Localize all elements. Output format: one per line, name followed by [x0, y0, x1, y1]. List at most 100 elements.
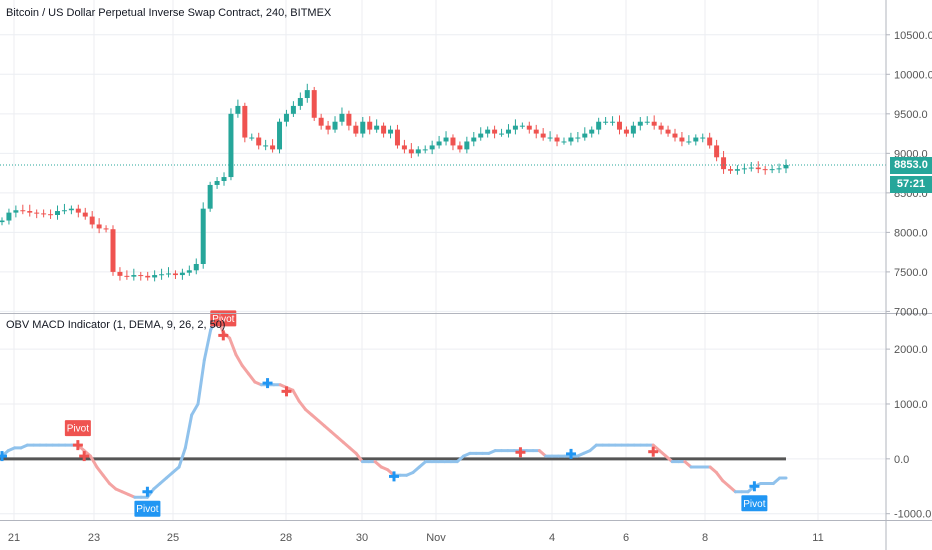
candle-body[interactable]: [422, 149, 428, 151]
indicator-pane[interactable]: Pivot Pivot Pivot Pivot: [0, 310, 788, 517]
candle-body[interactable]: [179, 272, 185, 276]
candle-body[interactable]: [644, 121, 650, 123]
candle-body[interactable]: [478, 133, 484, 138]
candle-body[interactable]: [353, 125, 359, 134]
candle-body[interactable]: [193, 263, 199, 271]
candle-body[interactable]: [332, 121, 338, 130]
candle-body[interactable]: [172, 273, 178, 276]
candle-body[interactable]: [533, 129, 539, 134]
candle-body[interactable]: [748, 167, 754, 169]
candle-body[interactable]: [762, 169, 768, 171]
obv-macd-segment[interactable]: [228, 336, 238, 357]
obv-macd-segment[interactable]: [177, 446, 187, 469]
candle-body[interactable]: [408, 149, 414, 154]
candle-body[interactable]: [82, 212, 88, 217]
pivot-cross-icon[interactable]: [515, 450, 526, 454]
candle-body[interactable]: [769, 169, 775, 171]
candle-body[interactable]: [13, 210, 19, 213]
candle-body[interactable]: [485, 129, 491, 134]
candle-body[interactable]: [540, 133, 546, 138]
candle-body[interactable]: [499, 133, 505, 135]
obv-macd-segment[interactable]: [196, 358, 206, 406]
obv-macd-segment[interactable]: [95, 465, 105, 477]
obv-macd-segment[interactable]: [297, 399, 307, 411]
obv-macd-segment[interactable]: [354, 451, 364, 464]
candle-body[interactable]: [665, 129, 671, 134]
candle-body[interactable]: [256, 137, 262, 146]
candle-body[interactable]: [117, 271, 123, 276]
candle-body[interactable]: [367, 121, 373, 130]
pivot-label-badge[interactable]: [741, 495, 768, 512]
candle-body[interactable]: [783, 164, 789, 169]
pivot-cross-icon[interactable]: [566, 452, 577, 456]
obv-macd-segment[interactable]: [89, 454, 99, 469]
candle-body[interactable]: [429, 145, 435, 150]
candle-body[interactable]: [436, 141, 442, 146]
candle-body[interactable]: [755, 167, 761, 170]
candle-body[interactable]: [48, 214, 54, 216]
obv-macd-segment[interactable]: [190, 402, 200, 417]
candle-body[interactable]: [242, 105, 248, 138]
candle-body[interactable]: [283, 113, 289, 122]
candle-body[interactable]: [686, 141, 692, 143]
obv-macd-segment[interactable]: [240, 364, 251, 376]
candle-body[interactable]: [401, 145, 407, 150]
candle-body[interactable]: [311, 90, 317, 118]
candle-body[interactable]: [457, 145, 463, 150]
pivot-cross-icon[interactable]: [262, 381, 273, 385]
pivot-label-badge[interactable]: [64, 420, 91, 437]
candle-body[interactable]: [741, 168, 747, 170]
pivot-label-badge[interactable]: [134, 500, 161, 517]
candle-body[interactable]: [623, 129, 629, 134]
candle-body[interactable]: [41, 213, 47, 215]
candle-body[interactable]: [374, 125, 380, 130]
obv-macd-segment[interactable]: [202, 328, 213, 362]
candle-body[interactable]: [381, 125, 387, 134]
candle-body[interactable]: [186, 270, 192, 273]
obv-macd-segment[interactable]: [247, 372, 257, 384]
candle-body[interactable]: [360, 121, 366, 134]
candle-body[interactable]: [318, 117, 324, 126]
candle-body[interactable]: [152, 275, 158, 278]
candle-body[interactable]: [672, 133, 678, 138]
candle-body[interactable]: [776, 168, 782, 170]
obv-macd-segment[interactable]: [291, 388, 301, 403]
candle-body[interactable]: [263, 145, 269, 147]
candle-body[interactable]: [339, 113, 345, 122]
candle-body[interactable]: [637, 121, 643, 126]
candle-body[interactable]: [492, 129, 498, 134]
obv-macd-segment[interactable]: [714, 471, 725, 483]
candle-body[interactable]: [249, 137, 255, 139]
candle-body[interactable]: [221, 177, 227, 182]
candle-body[interactable]: [512, 125, 518, 130]
pivot-cross-icon[interactable]: [79, 454, 90, 458]
candle-body[interactable]: [214, 181, 220, 185]
pivot-cross-icon[interactable]: [142, 490, 153, 494]
candle-body[interactable]: [388, 129, 394, 134]
candle-body[interactable]: [568, 137, 574, 142]
candle-body[interactable]: [96, 224, 102, 229]
pivot-cross-icon[interactable]: [0, 454, 7, 458]
candle-body[interactable]: [610, 121, 616, 123]
candle-body[interactable]: [290, 105, 296, 114]
pivot-cross-icon[interactable]: [281, 389, 292, 393]
candle-body[interactable]: [658, 125, 664, 130]
candle-body[interactable]: [6, 212, 12, 221]
candle-body[interactable]: [20, 210, 26, 212]
obv-macd-segment[interactable]: [101, 473, 111, 486]
candle-body[interactable]: [346, 113, 352, 126]
candle-body[interactable]: [55, 211, 61, 215]
indicator-title[interactable]: OBV MACD Indicator (1, DEMA, 9, 26, 2, 5…: [6, 319, 226, 331]
candle-body[interactable]: [228, 113, 234, 178]
candle-body[interactable]: [707, 137, 713, 146]
candle-body[interactable]: [589, 129, 595, 134]
candle-body[interactable]: [450, 137, 456, 146]
candle-body[interactable]: [700, 137, 706, 139]
pivot-cross-icon[interactable]: [749, 484, 760, 488]
candle-body[interactable]: [721, 157, 727, 170]
candle-body[interactable]: [34, 212, 40, 214]
candle-body[interactable]: [651, 121, 657, 126]
symbol-title[interactable]: Bitcoin / US Dollar Perpetual Inverse Sw…: [6, 7, 332, 19]
candle-body[interactable]: [145, 275, 151, 278]
